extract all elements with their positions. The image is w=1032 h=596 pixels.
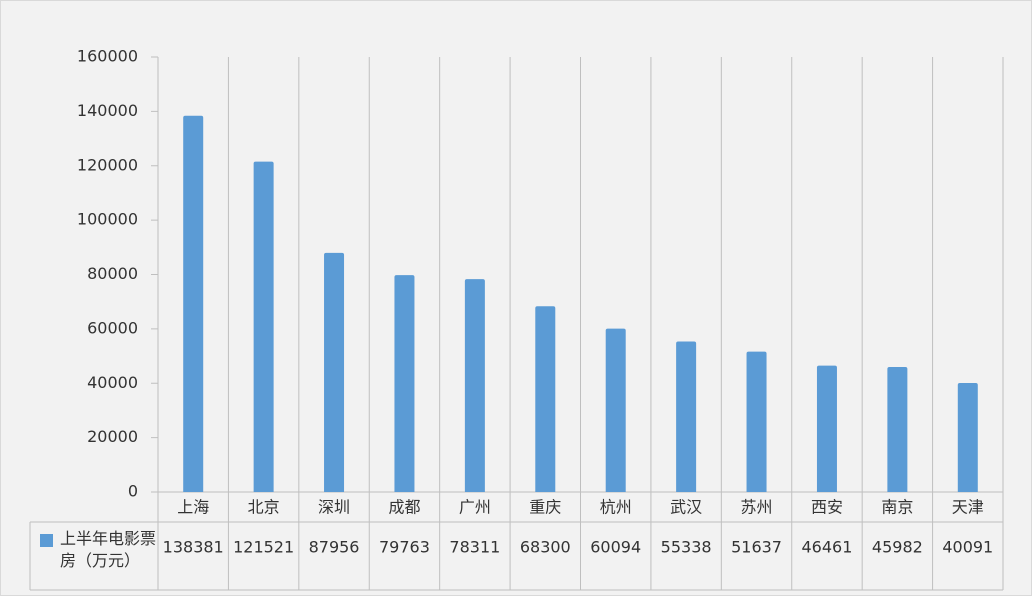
table-value: 68300 [520,538,571,557]
table-value: 87956 [309,538,360,557]
x-tick-label: 天津 [952,498,984,517]
y-tick-label: 60000 [87,318,138,337]
x-tick-label: 成都 [388,498,420,517]
bar [816,365,837,492]
legend-label-box: 上半年电影票房（万元） [60,529,156,570]
table-value: 46461 [802,538,853,557]
table-value: 55338 [661,538,712,557]
table-value: 138381 [163,538,224,557]
bar [605,328,626,492]
x-tick-label: 南京 [881,498,913,517]
y-tick-label: 160000 [77,47,138,66]
table-value: 51637 [731,538,782,557]
y-tick-label: 140000 [77,101,138,120]
y-tick-label: 20000 [87,427,138,446]
y-tick-label: 40000 [87,373,138,392]
table-value: 121521 [233,538,294,557]
bar [887,366,908,492]
table-value: 78311 [449,538,500,557]
bar [535,306,556,492]
bar [464,279,485,492]
bar [394,275,415,492]
bar [253,161,274,492]
bar [957,383,978,492]
legend-swatch [40,534,53,547]
table-value: 60094 [590,538,641,557]
table-value: 79763 [379,538,430,557]
x-tick-label: 苏州 [741,498,773,517]
x-tick-label: 杭州 [600,498,632,517]
legend-label: 上半年电影票房（万元） [60,529,156,570]
bar [746,351,767,492]
x-tick-label: 武汉 [670,498,702,517]
y-tick-label: 100000 [77,210,138,229]
x-tick-label: 上海 [177,498,209,517]
bar [324,252,345,492]
x-tick-label: 北京 [248,498,280,517]
table-value: 45982 [872,538,923,557]
x-tick-label: 重庆 [529,498,561,517]
bar [183,115,204,492]
table-value: 40091 [942,538,993,557]
x-tick-label: 西安 [811,498,843,517]
y-tick-label: 80000 [87,264,138,283]
y-tick-label: 120000 [77,155,138,174]
y-tick-label: 0 [128,482,138,501]
x-tick-label: 深圳 [318,498,350,517]
x-tick-label: 广州 [459,498,491,517]
bar [676,341,697,492]
